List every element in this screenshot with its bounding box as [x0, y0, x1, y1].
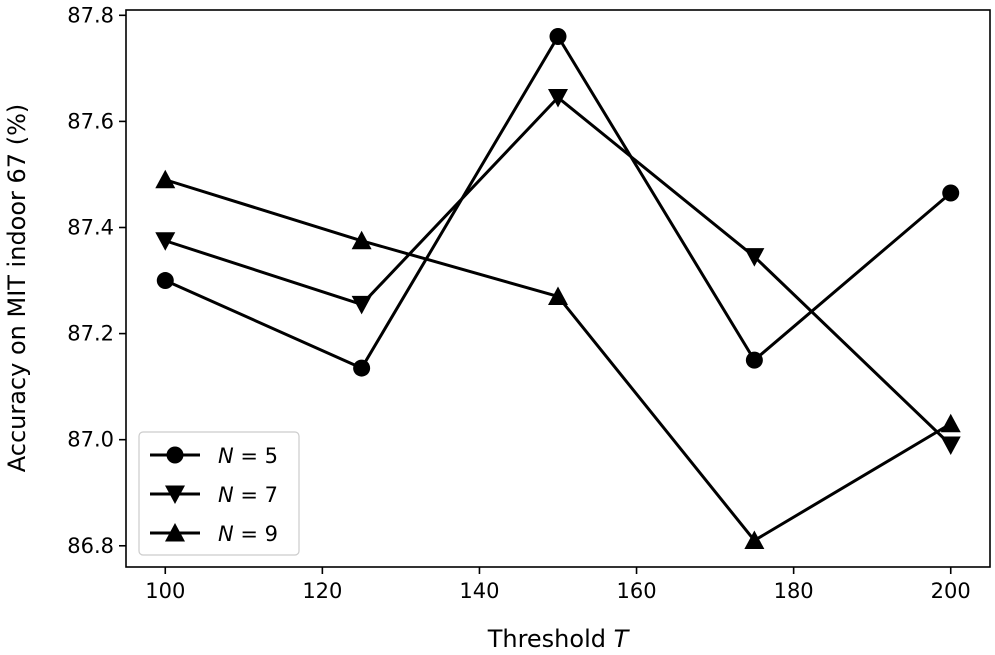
- data-point: [353, 359, 371, 377]
- plot-frame: [125, 9, 991, 568]
- y-tick-label: 87.8: [67, 3, 114, 27]
- legend-marker: [166, 446, 184, 464]
- data-point: [155, 169, 176, 189]
- legend-marker: [165, 485, 185, 504]
- x-axis-label-text: Threshold: [487, 625, 606, 653]
- legend-variable: N: [218, 483, 234, 507]
- y-tick-label: 87.0: [67, 428, 114, 452]
- x-tick-label: 100: [145, 579, 185, 603]
- data-point: [745, 351, 763, 369]
- legend-value: = 7: [234, 483, 278, 507]
- data-point: [156, 272, 174, 290]
- data-point: [940, 436, 961, 455]
- data-point: [351, 230, 372, 250]
- data-point: [548, 89, 568, 108]
- x-tick-label: 160: [616, 579, 656, 603]
- legend-label: N = 9: [218, 522, 278, 546]
- data-point: [942, 184, 960, 202]
- y-axis-label: Accuracy on MIT indoor 67 (%): [3, 104, 31, 472]
- y-axis: 86.8 87.0 87.2 87.4 87.6 87.8: [67, 3, 126, 558]
- legend-value: = 5: [234, 444, 278, 468]
- data-point: [940, 413, 961, 433]
- data-point: [548, 286, 568, 305]
- legend-variable: N: [218, 444, 234, 468]
- series-line: [164, 35, 952, 370]
- legend-variable: N: [218, 522, 234, 546]
- legend-label: N = 7: [218, 483, 278, 507]
- legend-box: [138, 431, 300, 556]
- data-point: [744, 530, 765, 549]
- x-tick-label: 140: [459, 579, 499, 603]
- data-point: [351, 295, 372, 315]
- legend-label: N = 5: [218, 444, 278, 468]
- y-tick-label: 87.2: [67, 322, 114, 346]
- legend: N = 5N = 7N = 9: [138, 431, 300, 556]
- x-axis: 100 120 140 160 180 200: [145, 567, 971, 603]
- x-tick-label: 200: [931, 579, 971, 603]
- series-layer: [155, 28, 961, 549]
- data-point: [744, 248, 765, 267]
- legend-value: = 9: [234, 522, 278, 546]
- y-tick-label: 86.8: [67, 534, 114, 558]
- x-tick-label: 120: [302, 579, 342, 603]
- x-axis-label: Threshold T: [487, 625, 631, 653]
- y-tick-label: 87.6: [67, 109, 114, 133]
- x-tick-label: 180: [774, 579, 814, 603]
- series-3: [155, 169, 961, 549]
- legend-entry: N = 5: [150, 444, 278, 468]
- series-2: [155, 89, 961, 455]
- data-point: [155, 232, 176, 251]
- data-point: [549, 28, 567, 46]
- x-axis-label-variable: T: [614, 625, 631, 653]
- legend-marker: [165, 523, 185, 542]
- series-line: [164, 96, 952, 447]
- series-1: [156, 28, 960, 377]
- legend-entry: N = 9: [150, 522, 278, 546]
- legend-entry: N = 7: [150, 483, 278, 507]
- y-tick-label: 87.4: [67, 215, 114, 239]
